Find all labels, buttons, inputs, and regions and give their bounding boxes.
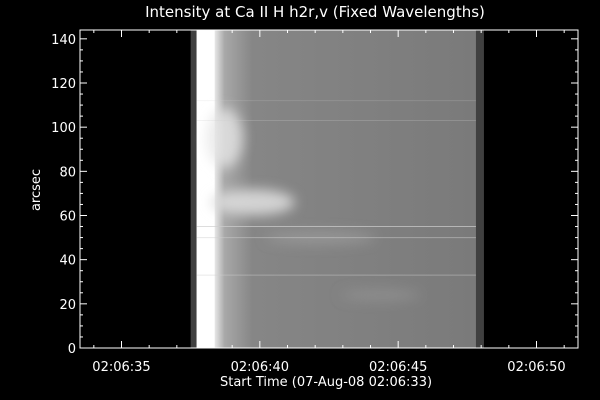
data-window-body [196, 30, 476, 348]
y-tick-label: 100 [51, 121, 76, 136]
x-tick-label: 02:06:40 [231, 360, 289, 375]
y-tick-label: 140 [51, 33, 76, 48]
x-tick-label: 02:06:50 [507, 360, 565, 375]
bright-column [196, 30, 215, 348]
chart-title: Intensity at Ca II H h2r,v (Fixed Wavele… [145, 3, 485, 21]
y-tick-label: 20 [59, 298, 76, 313]
heatmap-image [190, 30, 484, 348]
axis-ticks: 0 20 40 60 80 100 120 140 02:06:35 02:06:40 02:06:… [51, 30, 578, 375]
y-tick-label: 60 [59, 210, 76, 225]
y-tick-label: 40 [59, 254, 76, 269]
x-axis-label: Start Time (07-Aug-08 02:06:33) [220, 375, 432, 390]
streak-lines [196, 100, 476, 276]
x-tick-label: 02:06:35 [92, 360, 150, 375]
y-tick-label: 120 [51, 77, 76, 92]
y-tick-label: 0 [68, 342, 76, 357]
plot-frame [79, 29, 579, 349]
x-tick-label: 02:06:45 [369, 360, 427, 375]
y-tick-label: 80 [59, 165, 76, 180]
y-axis-label: arcsec [29, 169, 44, 211]
